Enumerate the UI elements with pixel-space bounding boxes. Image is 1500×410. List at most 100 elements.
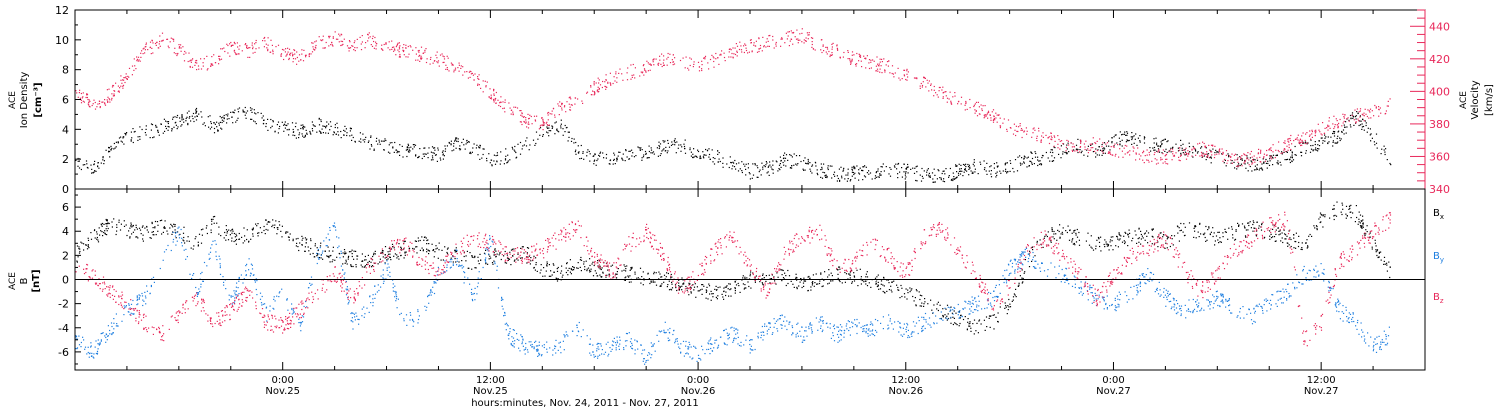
ion-density-point	[616, 157, 618, 159]
ion-density-point	[181, 119, 183, 121]
bx-point	[192, 248, 194, 250]
bx-point	[915, 304, 917, 306]
ion-density-point	[126, 132, 128, 134]
ion-density-point	[288, 128, 290, 130]
bx-point	[434, 251, 436, 253]
velocity-point	[775, 41, 777, 44]
bx-point	[1378, 252, 1380, 254]
ion-density-point	[1023, 158, 1025, 160]
ion-density-point	[907, 166, 909, 168]
velocity-point	[1230, 156, 1232, 158]
velocity-point	[359, 36, 361, 38]
bx-point	[1222, 236, 1224, 238]
ion-density-point	[1024, 156, 1026, 158]
velocity-point	[1146, 154, 1148, 156]
bx-point	[911, 288, 913, 290]
bx-point	[1159, 237, 1161, 240]
bx-point	[88, 247, 90, 249]
bx-point	[246, 238, 248, 241]
ion-density-point	[139, 136, 141, 138]
bx-point	[342, 252, 344, 254]
ion-density-point	[1322, 142, 1324, 144]
velocity-point	[320, 39, 322, 41]
bx-point	[589, 258, 591, 260]
bx-point	[886, 290, 888, 292]
velocity-point	[642, 71, 644, 73]
ion-density-point	[594, 159, 596, 161]
velocity-point	[713, 66, 715, 68]
ion-density-point	[1119, 143, 1121, 145]
bx-point	[723, 298, 725, 300]
ion-density-point	[254, 112, 256, 114]
velocity-point	[1240, 156, 1242, 158]
velocity-point	[723, 56, 726, 59]
velocity-point	[202, 62, 204, 64]
ion-density-point	[1330, 136, 1332, 138]
ion-density-point	[768, 174, 770, 176]
ion-density-point	[103, 160, 105, 162]
velocity-point	[1168, 151, 1170, 153]
ion-density-point	[756, 165, 758, 167]
velocity-point	[1311, 129, 1313, 131]
ion-density-point	[399, 154, 401, 156]
bx-point	[801, 286, 803, 289]
ion-density-point	[749, 178, 751, 180]
ion-density-point	[415, 155, 417, 157]
velocity-point	[1079, 146, 1082, 148]
ion-density-point	[1152, 147, 1154, 149]
velocity-point	[534, 119, 536, 121]
ion-density-point	[621, 158, 623, 160]
velocity-point	[200, 68, 203, 70]
ion-density-point	[1013, 171, 1015, 173]
velocity-point	[687, 67, 689, 69]
bx-point	[389, 256, 391, 259]
ion-density-point	[827, 167, 829, 169]
velocity-point	[1033, 127, 1035, 129]
ion-density-point	[956, 176, 958, 178]
velocity-point	[183, 60, 186, 62]
ion-density-point	[1184, 149, 1186, 151]
velocity-point	[781, 38, 783, 40]
bx-point	[111, 226, 113, 228]
velocity-point	[265, 43, 267, 45]
velocity-point	[1178, 149, 1181, 151]
bx-point	[230, 230, 232, 232]
velocity-point	[1124, 144, 1126, 147]
ion-density-point	[757, 167, 759, 169]
velocity-point	[708, 68, 710, 70]
bx-point	[1075, 241, 1078, 243]
velocity-point	[812, 37, 814, 39]
ion-density-point	[165, 127, 167, 130]
ion-density-point	[554, 133, 556, 135]
bx-point	[553, 271, 555, 273]
ion-density-point	[702, 151, 704, 153]
velocity-point	[1283, 142, 1285, 144]
ion-density-point	[1341, 130, 1343, 133]
velocity-point	[332, 37, 334, 39]
velocity-point	[773, 47, 775, 49]
ion-density-point	[517, 143, 519, 145]
ion-density-point	[937, 169, 939, 171]
bx-point	[526, 247, 529, 249]
ion-density-point	[228, 118, 230, 120]
ion-density-point	[233, 112, 235, 114]
bx-point	[404, 252, 406, 254]
ion-density-point	[1062, 153, 1064, 155]
ion-density-point	[752, 174, 755, 176]
ion-density-point	[1249, 157, 1251, 159]
bx-point	[653, 273, 655, 275]
bx-point	[97, 241, 100, 243]
ion-density-point	[646, 157, 648, 159]
velocity-point	[558, 105, 560, 107]
velocity-point	[312, 48, 315, 50]
bx-point	[903, 293, 906, 295]
bx-point	[1376, 249, 1379, 251]
velocity-point	[334, 31, 336, 33]
bx-point	[136, 228, 138, 230]
bx-point	[1210, 231, 1212, 233]
ion-density-point	[726, 163, 728, 165]
velocity-point	[542, 121, 544, 123]
velocity-point	[82, 96, 84, 98]
ion-density-point	[284, 121, 286, 123]
